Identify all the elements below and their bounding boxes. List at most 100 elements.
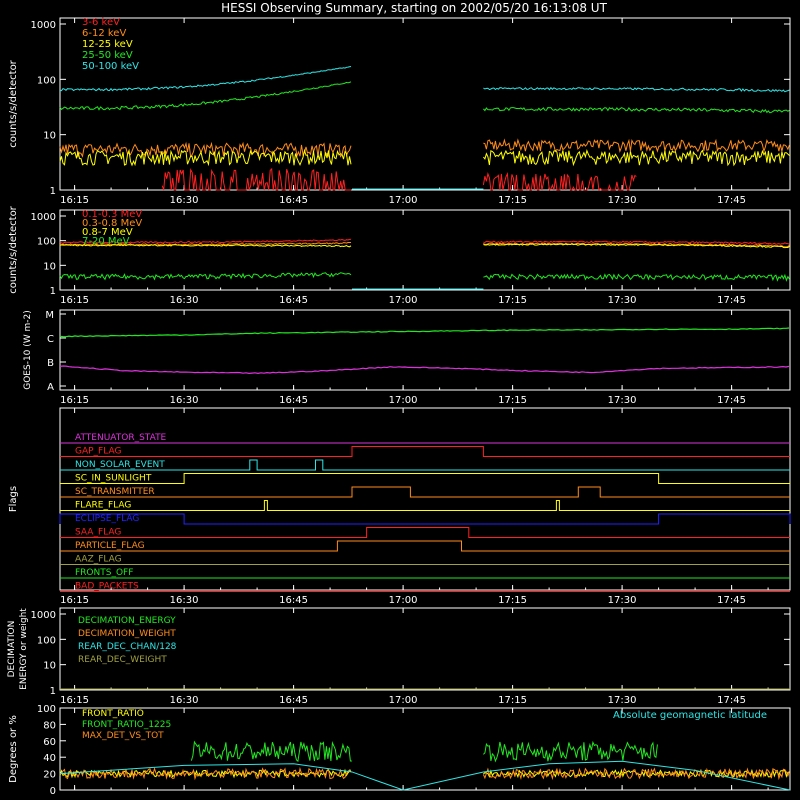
x-tick-label: 16:30: [170, 395, 199, 406]
x-tick-label: 16:15: [60, 195, 89, 206]
flag-line: [59, 513, 791, 525]
panel-frame: [59, 309, 791, 391]
flag-label: ECLIPSE_FLAG: [75, 514, 139, 524]
series-line: [161, 167, 352, 191]
series-line: [483, 138, 790, 154]
series-line: [59, 766, 352, 781]
x-tick-label: 16:15: [60, 695, 89, 706]
x-tick-label: 17:45: [717, 195, 746, 206]
y-axis-label: counts/s/detector: [8, 59, 19, 147]
y-tick-label: 60: [43, 737, 56, 748]
legend-entry: REAR_DEC_WEIGHT: [78, 655, 167, 665]
y-level-label: B: [47, 358, 54, 369]
legend-entry: DECIMATION_WEIGHT: [78, 629, 176, 639]
x-tick-label: 17:45: [717, 595, 746, 606]
y-level-label: M: [45, 310, 54, 321]
flag-label: BAD_PACKETS: [75, 582, 139, 592]
panel-0: 16:15 16:30 16:45 17:00 17:15 17:30 17:45 1 10 10…: [8, 17, 791, 206]
series-line: [59, 238, 352, 244]
x-tick-label: 16:30: [170, 595, 199, 606]
y-level-label: A: [47, 382, 54, 393]
series-line: [59, 81, 352, 111]
series-line: [59, 148, 352, 167]
y-tick-label: 10: [43, 261, 56, 272]
flag-label: GAP_FLAG: [75, 447, 121, 457]
goes-line: [59, 365, 790, 375]
series-line: [483, 740, 658, 763]
panel-frame: [59, 407, 791, 591]
legend-entry: REAR_DEC_CHAN/128: [78, 642, 177, 652]
flag-label: AAZ_FLAG: [75, 555, 122, 565]
flag-label: PARTICLE_FLAG: [75, 541, 145, 551]
series-line: [59, 244, 352, 248]
legend-entry: 50-100 keV: [82, 61, 139, 72]
y-tick-label: 40: [43, 753, 56, 764]
legend-entry: 25-50 keV: [82, 50, 133, 61]
flag-label: ATTENUATOR_STATE: [75, 433, 167, 443]
y-tick-label: 80: [43, 720, 56, 731]
x-tick-label: 16:15: [60, 395, 89, 406]
panel-frame: [59, 209, 791, 291]
series-line: [482, 171, 637, 192]
legend-entry: MAX_DET_VS_TOT: [82, 731, 164, 741]
x-tick-label: 17:30: [608, 595, 637, 606]
legend-entry: 3-6 keV: [82, 17, 120, 28]
series-line: [483, 243, 790, 249]
x-tick-label: 17:00: [389, 195, 418, 206]
flag-line: [60, 486, 790, 498]
series-line: [59, 141, 352, 158]
series-line: [483, 106, 790, 114]
legend-entry: 0.8-7 MeV: [82, 227, 133, 238]
y-tick-label: 0: [50, 786, 56, 797]
legend-entry: 0.1-0.3 MeV: [82, 209, 142, 220]
x-tick-label: 17:45: [717, 295, 746, 306]
y-axis-label: Flags: [8, 486, 19, 512]
flag-label: FLARE_FLAG: [75, 501, 131, 511]
flag-line: [60, 500, 790, 511]
y-tick-label: 100: [37, 75, 56, 86]
x-tick-label: 16:45: [279, 295, 308, 306]
x-tick-label: 17:00: [389, 695, 418, 706]
y-tick-label: 10: [43, 661, 56, 672]
x-tick-label: 17:30: [608, 695, 637, 706]
panel-frame: [59, 17, 791, 191]
geomagnetic-line: [59, 760, 791, 791]
series-line: [482, 767, 790, 781]
legend-entry: 7-20 MeV: [82, 236, 130, 247]
flag-line: [60, 473, 790, 484]
series-line: [59, 272, 352, 281]
y-tick-label: 1000: [31, 610, 56, 621]
flag-line: [60, 446, 790, 457]
panel-5: 0 20 40 60 80 100 Degrees or % FRONT_RATIOFRONT…: [8, 704, 791, 797]
legend-entry: FRONT_RATIO_1225: [82, 720, 171, 730]
y-tick-label: 1: [50, 686, 56, 697]
panel-3: 16:15 16:30 16:45 17:00 17:15 17:30 17:45 Flags…: [8, 407, 791, 606]
y-axis-label: counts/s/detector: [8, 205, 19, 293]
flag-label: SC_TRANSMITTER: [75, 487, 155, 497]
x-tick-label: 16:15: [60, 295, 89, 306]
y-axis-label: GOES-10 (W m-2): [23, 310, 33, 390]
x-tick-label: 17:15: [498, 195, 527, 206]
y-tick-label: 1: [50, 186, 56, 197]
y-axis-label: Degrees or %: [8, 715, 19, 783]
legend-entry: 0.3-0.8 MeV: [82, 218, 142, 229]
y-tick-label: 1000: [31, 212, 56, 223]
y-axis-label-1: DECIMATION: [7, 621, 17, 678]
panel-2: 16:15 16:30 16:45 17:00 17:15 17:30 17:45 A B C M G…: [23, 309, 791, 406]
y-tick-label: 100: [37, 704, 56, 715]
x-tick-label: 16:45: [279, 695, 308, 706]
y-tick-label: 10: [43, 131, 56, 142]
goes-line: [59, 327, 790, 338]
panel-4: 16:15 16:30 16:45 17:00 17:15 17:30 17:45 1 10 10…: [7, 607, 791, 706]
y-level-label: C: [47, 334, 54, 345]
flag-line: [60, 527, 790, 538]
x-tick-label: 16:15: [60, 595, 89, 606]
panels: 16:15 16:30 16:45 17:00 17:15 17:30 17:4511010…: [7, 17, 791, 797]
x-tick-label: 17:15: [498, 595, 527, 606]
y-tick-label: 100: [37, 237, 56, 248]
chart-title: HESSI Observing Summary, starting on 200…: [221, 1, 607, 15]
series-line: [190, 740, 352, 763]
x-tick-label: 17:00: [389, 395, 418, 406]
x-tick-label: 17:15: [498, 295, 527, 306]
